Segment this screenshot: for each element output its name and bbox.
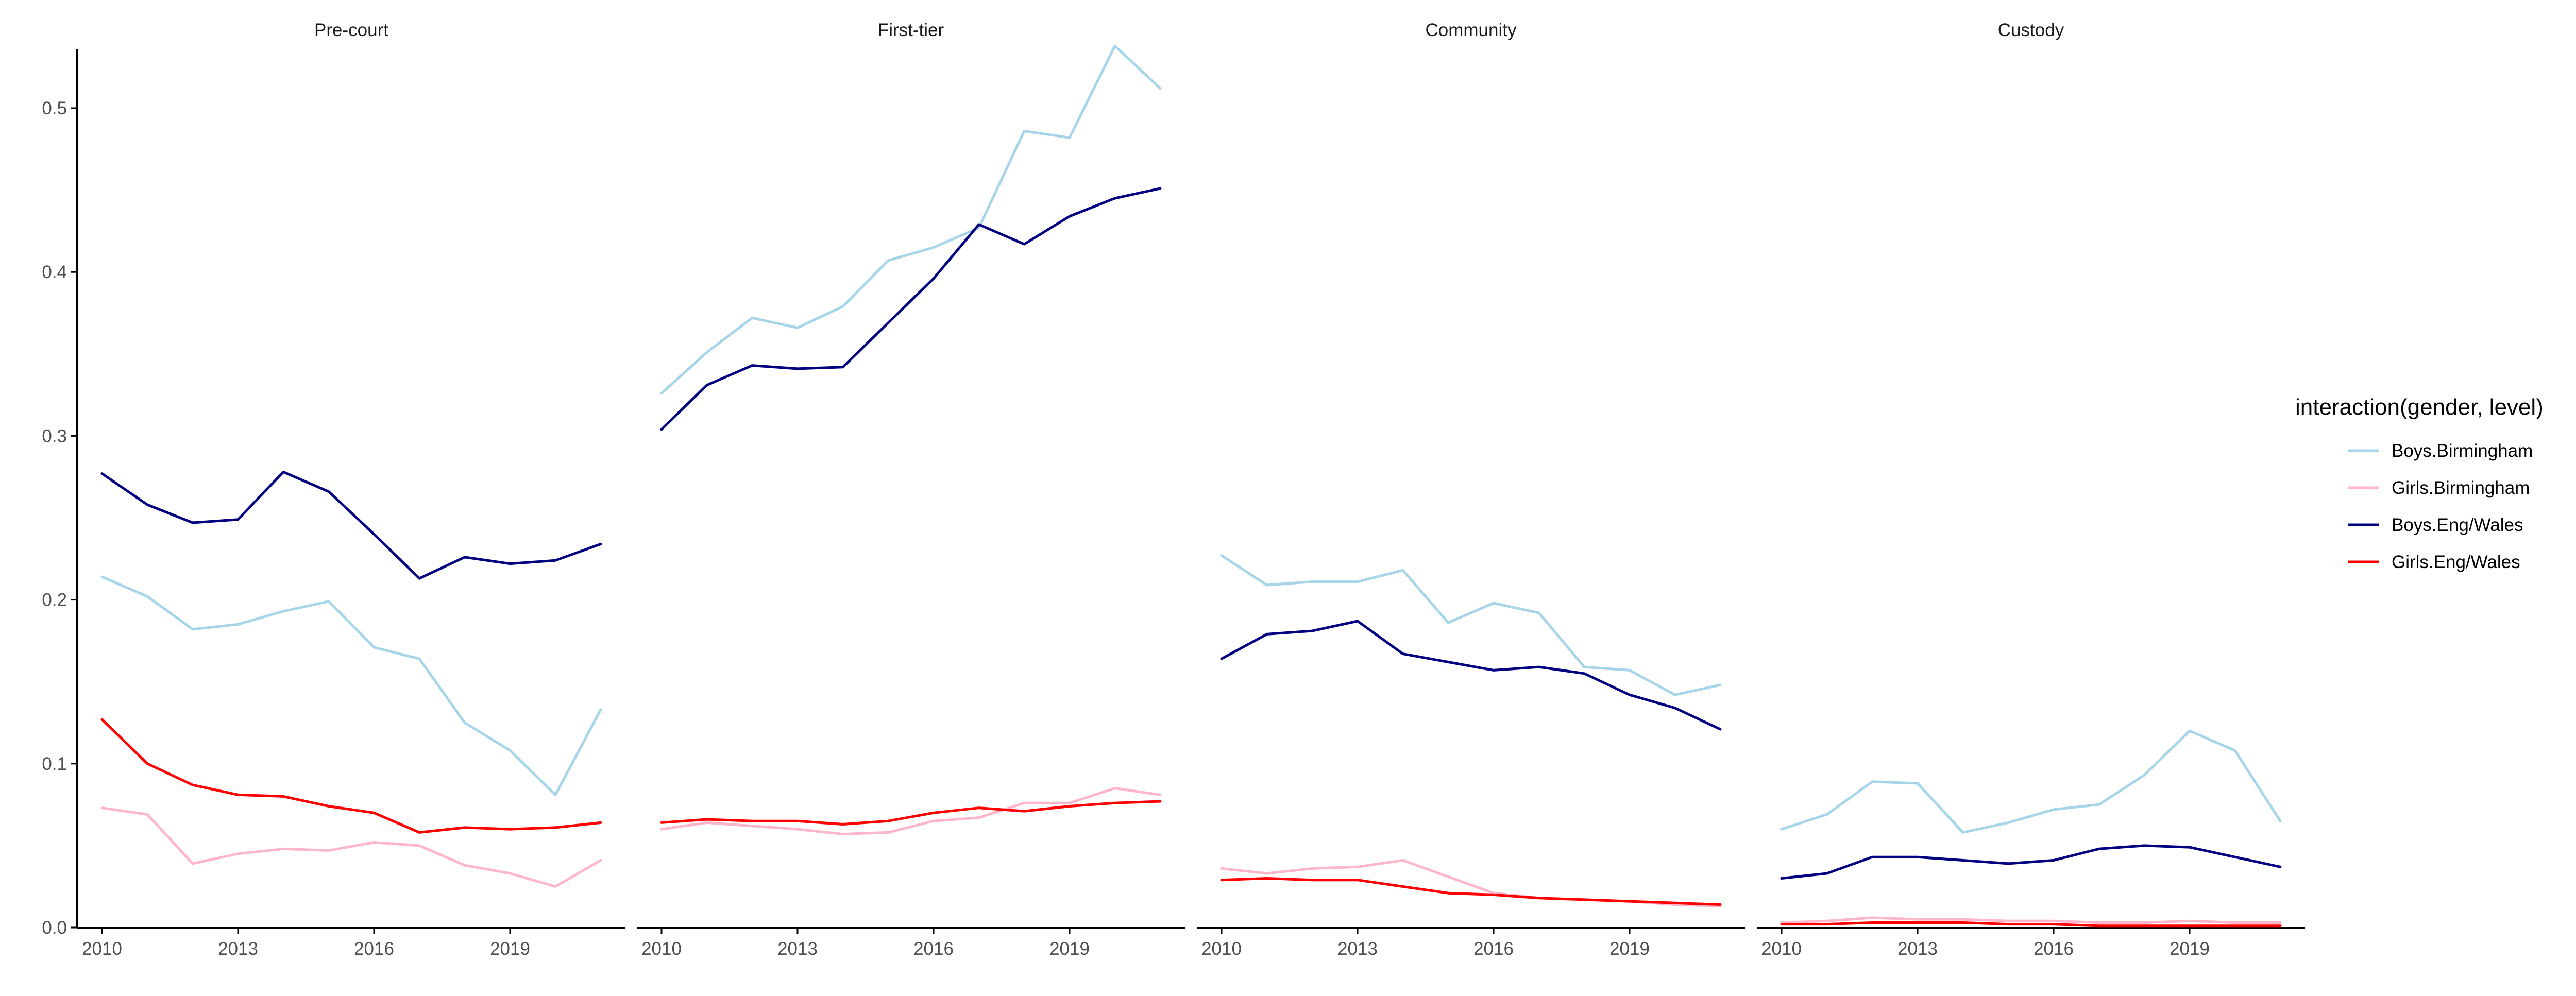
- series-line-boys-eng-wales: [1780, 844, 2282, 880]
- x-tick-label: 2013: [1897, 939, 1938, 959]
- series-line-girls-birmingham: [1220, 859, 1722, 908]
- series-line-girls-eng-wales: [100, 718, 602, 834]
- x-tick-label: 2019: [1609, 939, 1650, 959]
- x-tick-label: 2013: [218, 939, 258, 959]
- series-line-boys-eng-wales: [1220, 620, 1722, 731]
- x-tick-label: 2019: [1049, 939, 1090, 959]
- y-tick-label: 0.2: [42, 590, 67, 610]
- x-tick-label: 2016: [1473, 939, 1514, 959]
- legend-title: interaction(gender, level): [2295, 394, 2544, 420]
- series-line-girls-eng-wales: [1780, 921, 2282, 928]
- series-line-girls-birmingham: [1780, 916, 2282, 924]
- x-tick-label: 2019: [490, 939, 530, 959]
- x-tick-label: 2016: [2033, 939, 2074, 959]
- x-tick-label: 2013: [1337, 939, 1378, 959]
- facet-label: Community: [1426, 20, 1517, 40]
- y-tick-label: 0.3: [42, 426, 67, 446]
- facet-label: Custody: [1998, 20, 2064, 40]
- x-tick-label: 2013: [777, 939, 818, 959]
- x-tick-label: 2019: [2170, 939, 2210, 959]
- y-tick-label: 0.1: [42, 754, 67, 774]
- x-tick-label: 2010: [641, 939, 682, 959]
- legend-label: Girls.Eng/Wales: [2392, 552, 2520, 572]
- series-line-boys-eng-wales: [100, 470, 602, 580]
- facet-label: Pre-court: [314, 20, 388, 40]
- series-line-boys-birmingham: [1220, 554, 1722, 696]
- y-tick-label: 0.4: [42, 262, 67, 282]
- legend-label: Girls.Birmingham: [2392, 478, 2530, 498]
- series-line-boys-eng-wales: [660, 187, 1162, 431]
- x-tick-label: 2016: [913, 939, 954, 959]
- series-line-girls-eng-wales: [1220, 877, 1722, 906]
- legend-label: Boys.Birmingham: [2392, 441, 2533, 461]
- x-tick-label: 2010: [82, 939, 122, 959]
- legend-label: Boys.Eng/Wales: [2392, 515, 2523, 535]
- y-tick-label: 0.5: [42, 98, 67, 118]
- facet-label: First-tier: [878, 20, 944, 40]
- series-line-boys-birmingham: [660, 44, 1162, 395]
- y-tick-label: 0.0: [42, 918, 67, 938]
- series-line-boys-birmingham: [1780, 729, 2282, 834]
- series-line-boys-birmingham: [100, 575, 602, 796]
- x-tick-label: 2010: [1201, 939, 1242, 959]
- x-tick-label: 2016: [354, 939, 394, 959]
- series-line-girls-birmingham: [100, 806, 602, 888]
- series-line-girls-birmingham: [660, 787, 1162, 836]
- series-line-girls-eng-wales: [660, 800, 1162, 826]
- x-tick-label: 2010: [1761, 939, 1802, 959]
